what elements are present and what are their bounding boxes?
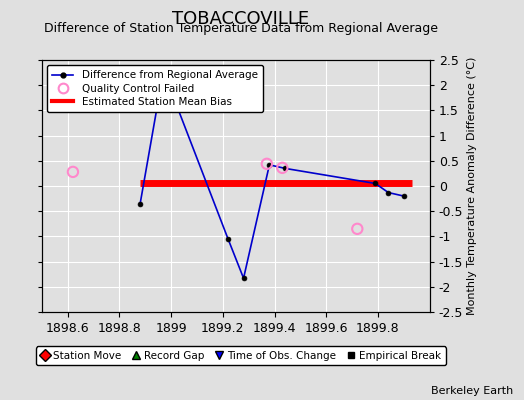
Y-axis label: Monthly Temperature Anomaly Difference (°C): Monthly Temperature Anomaly Difference (… bbox=[467, 57, 477, 315]
Legend: Difference from Regional Average, Quality Control Failed, Estimated Station Mean: Difference from Regional Average, Qualit… bbox=[47, 65, 263, 112]
Point bbox=[353, 226, 362, 232]
Point bbox=[69, 169, 77, 175]
Text: TOBACCOVILLE: TOBACCOVILLE bbox=[172, 10, 310, 28]
Point bbox=[263, 161, 271, 167]
Text: Berkeley Earth: Berkeley Earth bbox=[431, 386, 514, 396]
Text: Difference of Station Temperature Data from Regional Average: Difference of Station Temperature Data f… bbox=[44, 22, 438, 35]
Point bbox=[278, 165, 287, 171]
Legend: Station Move, Record Gap, Time of Obs. Change, Empirical Break: Station Move, Record Gap, Time of Obs. C… bbox=[36, 346, 446, 365]
